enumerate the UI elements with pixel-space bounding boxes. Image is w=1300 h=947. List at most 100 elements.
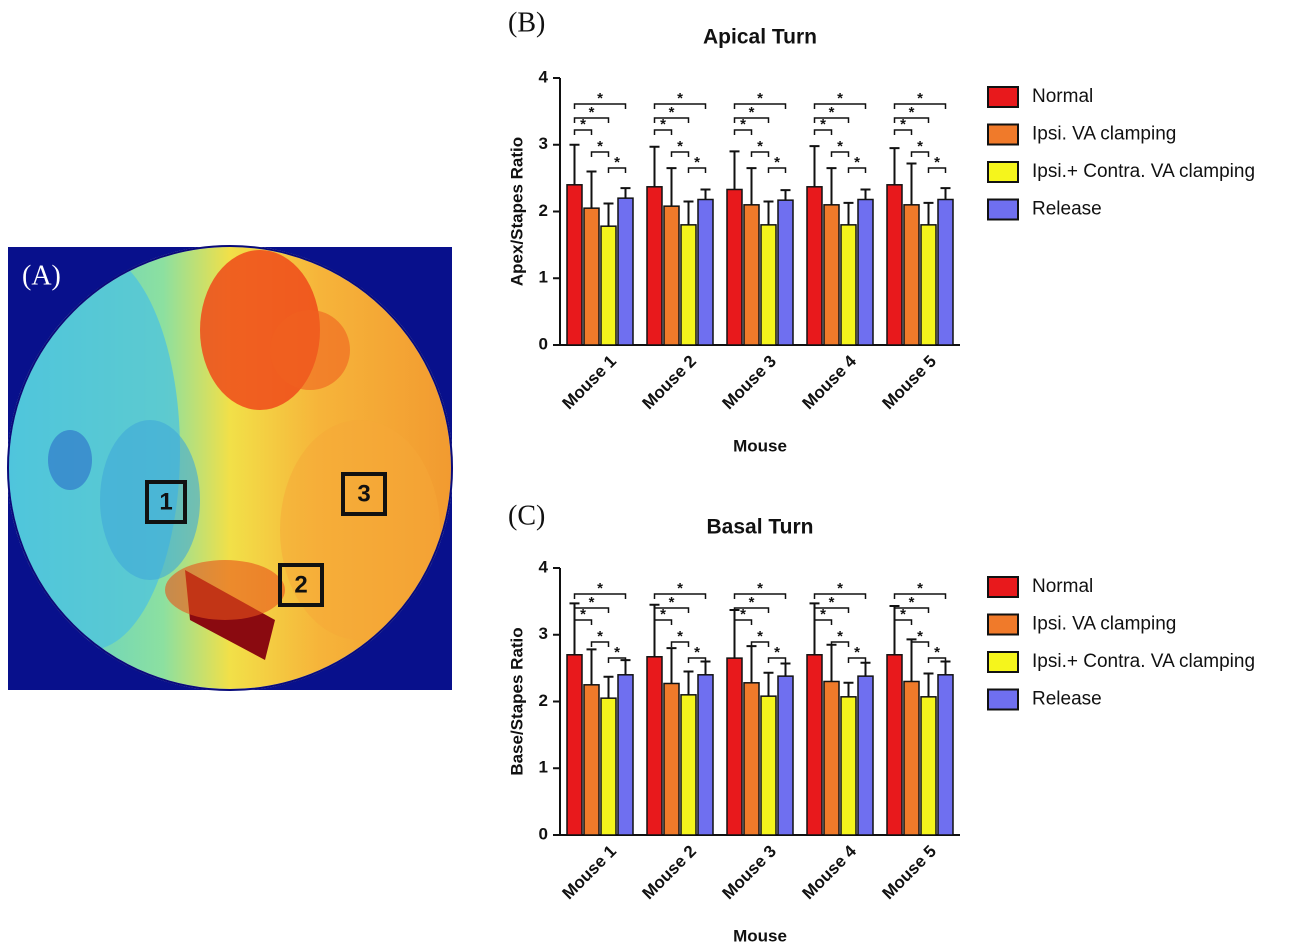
y-axis-title: Apex/Stapes Ratio — [507, 137, 526, 286]
bar — [681, 225, 696, 345]
significance-label: * — [837, 90, 843, 107]
error-bar — [587, 171, 597, 208]
bar — [681, 695, 696, 835]
significance-label: * — [597, 90, 603, 107]
y-tick-label: 0 — [539, 824, 548, 843]
bar — [647, 187, 662, 345]
legend-swatch — [988, 652, 1018, 672]
error-bar — [667, 168, 677, 206]
panel-label: (A) — [22, 260, 61, 291]
significance-label: * — [580, 116, 586, 133]
significance-label: * — [829, 104, 835, 121]
error-bar — [701, 189, 711, 199]
error-bar — [701, 661, 711, 674]
y-tick-label: 2 — [539, 201, 548, 220]
error-bar — [764, 201, 774, 224]
significance-label: * — [589, 594, 595, 611]
x-tick-label: Mouse 4 — [798, 841, 860, 903]
significance-label: * — [660, 116, 666, 133]
significance-label: * — [677, 90, 683, 107]
significance-label: * — [660, 606, 666, 623]
y-tick-label: 4 — [539, 67, 549, 86]
x-tick-label: Mouse 3 — [718, 352, 780, 414]
significance-label: * — [934, 644, 940, 661]
legend-label: Normal — [1032, 576, 1093, 597]
significance-label: * — [614, 644, 620, 661]
y-tick-label: 1 — [539, 268, 548, 287]
bar — [858, 199, 873, 345]
bar — [744, 683, 759, 835]
error-bar — [941, 188, 951, 199]
error-bar — [604, 203, 614, 226]
legend-label: Normal — [1032, 86, 1093, 107]
error-bar — [924, 203, 934, 225]
legend-swatch — [988, 87, 1018, 107]
bar — [567, 655, 582, 835]
significance-label: * — [597, 580, 603, 597]
bar — [887, 655, 902, 835]
bar — [647, 657, 662, 835]
x-axis-title: Mouse — [733, 436, 787, 455]
error-bar — [764, 673, 774, 696]
bar — [841, 697, 856, 835]
bar — [664, 206, 679, 345]
error-bar — [747, 168, 757, 205]
page: {"panel_a": {"label": "(A)", "regions": … — [0, 0, 1300, 947]
significance-label: * — [917, 90, 923, 107]
significance-label: * — [909, 594, 915, 611]
significance-label: * — [917, 580, 923, 597]
error-bar — [827, 168, 837, 205]
significance-label: * — [669, 104, 675, 121]
x-tick-label: Mouse 1 — [558, 352, 620, 414]
error-bar — [747, 646, 757, 683]
error-bar — [781, 190, 791, 200]
y-tick-label: 3 — [539, 624, 548, 643]
region-label: 1 — [159, 488, 172, 515]
significance-label: * — [589, 104, 595, 121]
x-tick-label: Mouse 5 — [878, 352, 940, 414]
significance-label: * — [740, 116, 746, 133]
significance-label: * — [837, 138, 843, 155]
panel-a-image — [0, 245, 453, 691]
figure: (A) 1 2 3 (B)Apical TurnApex/Stapes Rati… — [0, 0, 1300, 947]
error-bar — [844, 203, 854, 225]
legend-swatch — [988, 690, 1018, 710]
y-tick-label: 2 — [539, 691, 548, 710]
significance-label: * — [837, 580, 843, 597]
bar — [618, 675, 633, 835]
y-tick-label: 4 — [539, 557, 549, 576]
significance-label: * — [854, 154, 860, 171]
significance-label: * — [774, 644, 780, 661]
error-bar — [730, 610, 740, 658]
error-bar — [667, 648, 677, 683]
significance-label: * — [837, 628, 843, 645]
significance-label: * — [820, 606, 826, 623]
bar — [778, 200, 793, 345]
bar — [938, 199, 953, 345]
legend-swatch — [988, 577, 1018, 597]
bar — [921, 225, 936, 345]
bar — [698, 199, 713, 345]
error-bar — [890, 606, 900, 655]
significance-label: * — [909, 104, 915, 121]
significance-label: * — [669, 594, 675, 611]
significance-label: * — [614, 154, 620, 171]
legend-label: Ipsi.+ Contra. VA clamping — [1032, 161, 1255, 182]
significance-label: * — [757, 138, 763, 155]
error-bar — [684, 671, 694, 694]
significance-label: * — [580, 606, 586, 623]
significance-label: * — [677, 628, 683, 645]
significance-label: * — [757, 580, 763, 597]
significance-label: * — [677, 580, 683, 597]
error-bar — [684, 201, 694, 224]
x-tick-label: Mouse 3 — [718, 842, 780, 904]
significance-label: * — [749, 594, 755, 611]
error-bar — [781, 663, 791, 676]
error-bar — [827, 645, 837, 682]
bar — [727, 189, 742, 345]
legend-label: Release — [1032, 199, 1102, 220]
bar — [824, 205, 839, 345]
error-bar — [844, 683, 854, 697]
bar — [807, 187, 822, 345]
legend-swatch — [988, 200, 1018, 220]
